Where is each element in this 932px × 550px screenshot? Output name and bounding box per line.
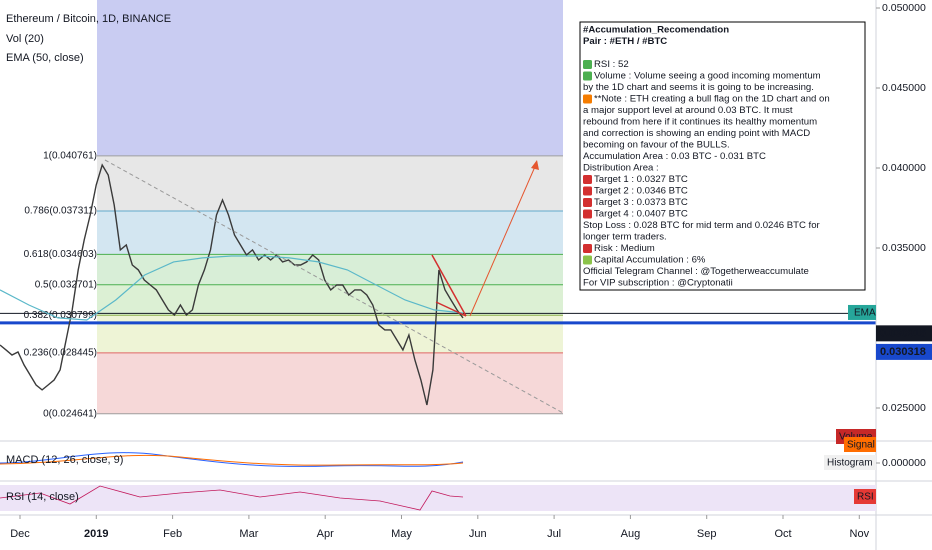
note-line: RSI : 52 — [594, 59, 629, 70]
indicator-tag-label: Histogram — [827, 458, 873, 469]
x-tick-label: Sep — [697, 528, 717, 540]
x-tick-label: Mar — [239, 528, 258, 540]
note-icon — [583, 71, 592, 81]
x-tick-label: Jun — [469, 528, 487, 540]
axes: 0.030916 0.030318 0.025000 0.035000 0.040000… — [10, 2, 932, 540]
note-line: Target 2 : 0.0346 BTC — [594, 186, 688, 197]
note-line: For VIP subscription : @Cryptonatii — [583, 278, 733, 289]
note-line: becoming on favour of the BULLS. — [583, 140, 730, 151]
fib-label: 0.786(0.037311) — [24, 206, 97, 217]
legend-ema: EMA (50, close) — [6, 52, 84, 64]
note-line: Volume : Volume seeing a good incoming m… — [594, 71, 821, 82]
note-icon — [583, 60, 592, 69]
note-line: rebound from here if it continues its he… — [583, 117, 817, 128]
flag-line — [435, 301, 467, 317]
x-tick-label: Oct — [774, 528, 791, 540]
note-icon — [583, 255, 592, 265]
price-tag-label: 0.030318 — [880, 346, 926, 358]
indicator-tag — [844, 437, 876, 452]
note-line: Target 4 : 0.0407 BTC — [594, 209, 688, 220]
ema-tag — [848, 304, 876, 320]
note-line: and correction is showing an ending poin… — [583, 128, 810, 139]
note-line: Target 3 : 0.0373 BTC — [594, 197, 688, 208]
fib-label: 0.618(0.034603) — [24, 249, 97, 260]
note-line: Distribution Area : — [583, 163, 659, 174]
y-tick-label: 0.025000 — [882, 402, 926, 414]
price-tag — [876, 325, 932, 342]
indicator-tag — [854, 489, 876, 504]
fib-zone — [97, 254, 563, 285]
indicator-tag-label: Signal — [847, 440, 875, 451]
note-icon — [583, 209, 592, 219]
legend: Ethereum / Bitcoin, 1D, BINANCE Vol (20)… — [6, 13, 171, 64]
projection-arrow — [469, 161, 538, 317]
note-line: Pair : #ETH / #BTC — [583, 36, 667, 47]
y-tick-label: 0.040000 — [882, 162, 926, 174]
note-icon — [583, 198, 592, 207]
note-line: **Note : ETH creating a bull flag on the… — [594, 94, 830, 105]
flag-line — [431, 254, 467, 317]
x-tick-label: May — [391, 528, 412, 540]
x-tick-label: Feb — [163, 528, 182, 540]
note-line: longer term traders. — [583, 232, 667, 243]
fib-zone — [97, 155, 563, 212]
x-tick-label: Jul — [547, 528, 561, 540]
indicator-tag-label: RSI — [857, 492, 874, 503]
ema-line — [0, 255, 464, 321]
x-tick-label: Apr — [317, 528, 334, 540]
fib-extension-zone — [97, 0, 563, 156]
ema-tag-label: EMA — [854, 308, 876, 319]
fib-zone — [97, 211, 563, 255]
price-tag — [876, 343, 932, 360]
note-line: Official Telegram Channel : @Togetherwea… — [583, 266, 809, 277]
indicator-tag — [824, 455, 876, 470]
fib-zones: 1(0.040761) 0.786(0.037311) 0.618(0.034603… — [24, 0, 563, 419]
fib-zone — [97, 315, 563, 353]
macd-title: MACD (12, 26, close, 9) — [6, 454, 123, 466]
arrow-head — [531, 160, 539, 170]
fib-label: 0.236(0.028445) — [24, 348, 97, 359]
x-tick-label: Nov — [850, 528, 870, 540]
price-tag-label: 0.030916 — [880, 327, 926, 339]
plot — [0, 163, 876, 406]
y-tick-label: 0.035000 — [882, 242, 926, 254]
macd-line — [0, 452, 464, 467]
signal-line — [0, 454, 464, 466]
y-tick-label: 0.050000 — [882, 2, 926, 14]
rsi-band — [0, 485, 876, 511]
note-line: Target 1 : 0.0327 BTC — [594, 174, 688, 185]
legend-symbol: Ethereum / Bitcoin, 1D, BINANCE — [6, 13, 171, 25]
fib-zone — [97, 352, 563, 414]
note-line: by the 1D chart and seems it is going to… — [583, 82, 814, 93]
note-icon — [583, 175, 592, 184]
x-tick-label: Aug — [621, 528, 641, 540]
fib-label: 0.382(0.030799) — [24, 310, 97, 321]
note-line: Accumulation Area : 0.03 BTC - 0.031 BTC — [583, 151, 766, 162]
note-line: a major support level at around 0.03 BTC… — [583, 105, 793, 116]
y-tick-label: 0.045000 — [882, 82, 926, 94]
macd-zero-label: 0.000000 — [882, 457, 926, 469]
fib-label: 0.5(0.032701) — [35, 279, 97, 290]
x-tick-label: 2019 — [84, 528, 108, 540]
note-frame — [579, 21, 866, 291]
note-line: Capital Accumulation : 6% — [594, 255, 706, 266]
trend-line — [104, 159, 564, 414]
x-tick-label: Dec — [10, 528, 30, 540]
rsi-title: RSI (14, close) — [6, 491, 79, 503]
fib-label: 1(0.040761) — [43, 150, 97, 161]
note-icon — [583, 94, 592, 104]
rsi-line — [0, 485, 464, 511]
note-icon — [583, 186, 592, 196]
price-line-series — [0, 163, 464, 406]
note-line: Risk : Medium — [594, 243, 655, 254]
note-line: Stop Loss : 0.028 BTC for mid term and 0… — [583, 220, 821, 231]
note-icon — [583, 244, 592, 253]
fib-label: 0(0.024641) — [43, 408, 97, 419]
legend-volume: Vol (20) — [6, 33, 44, 45]
note-line: #Accumulation_Recomendation — [583, 25, 729, 36]
